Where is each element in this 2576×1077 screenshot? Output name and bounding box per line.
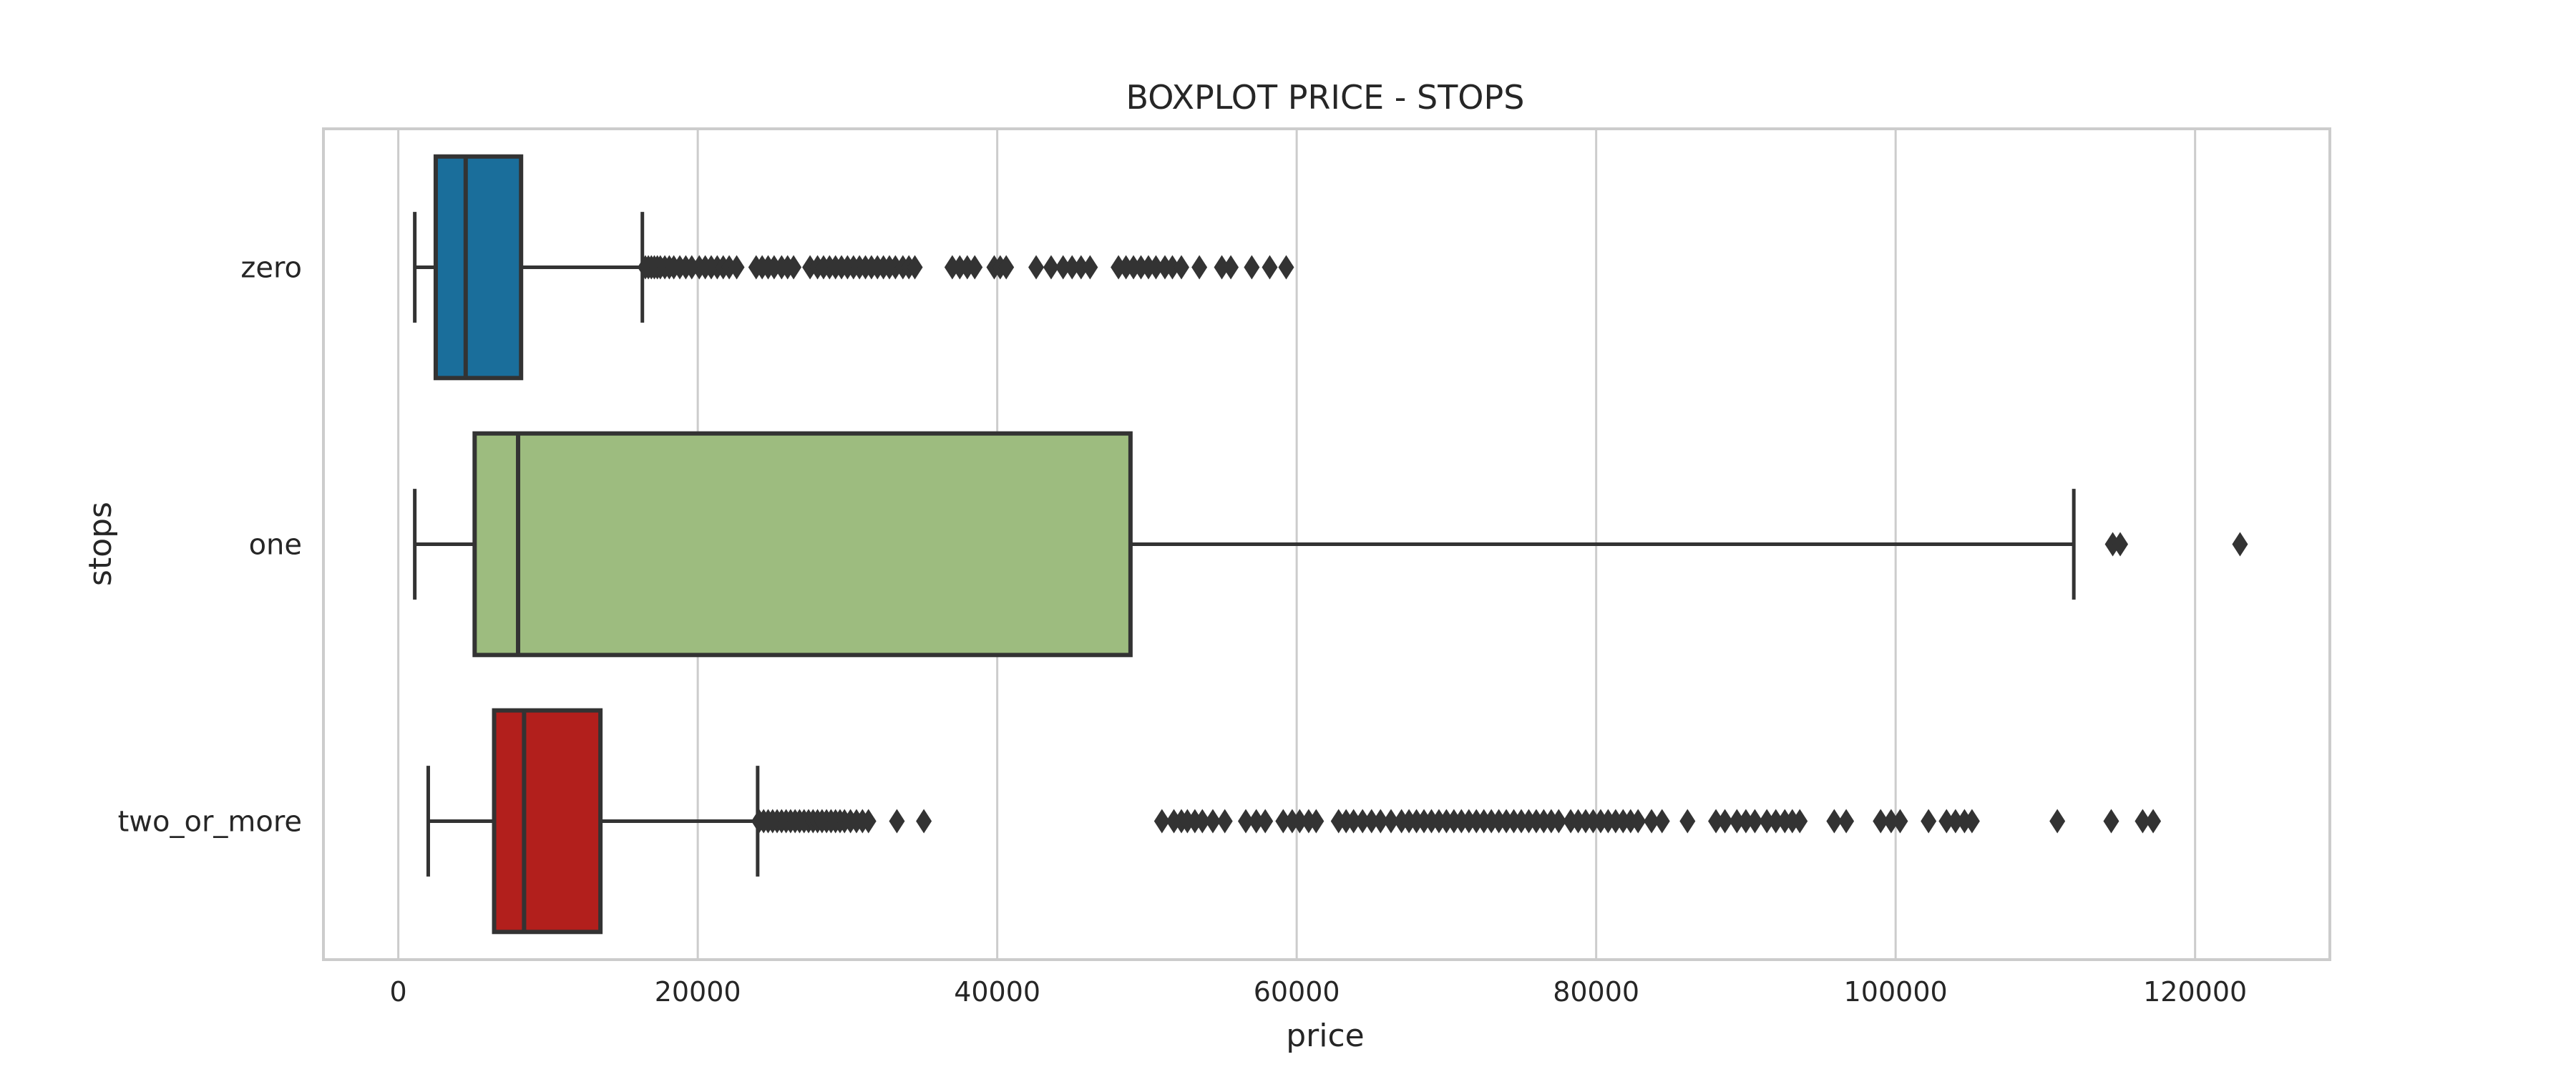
outlier-point (967, 255, 983, 280)
outlier-point (2145, 809, 2162, 834)
outlier-point (1204, 809, 1221, 834)
outlier-point (1767, 809, 1784, 834)
outlier-point (1654, 809, 1670, 834)
outlier-point (1883, 809, 1899, 834)
outlier-point (1082, 255, 1098, 280)
outlier-point (1630, 809, 1646, 834)
outlier-point (1164, 255, 1181, 280)
outlier-point (1792, 809, 1808, 834)
outlier-point (1248, 809, 1264, 834)
box-group-zero (413, 154, 1294, 381)
outlier-point (1921, 809, 1937, 834)
x-axis-label: price (1286, 1018, 1365, 1054)
outlier-point (1238, 809, 1254, 834)
outlier-point (1355, 809, 1371, 834)
y-tick-label-two-or-more: two_or_more (118, 806, 302, 839)
outlier-point (2103, 809, 2119, 834)
box-body (492, 708, 603, 935)
box-series (413, 154, 2248, 935)
box-body (433, 154, 524, 381)
outlier-point (1679, 809, 1696, 834)
outlier-point (1644, 809, 1660, 834)
outlier-point (1729, 809, 1745, 834)
x-tick-label: 60000 (1254, 976, 1340, 1008)
outlier-point (1737, 809, 1754, 834)
outlier-point (1747, 809, 1763, 834)
outlier-point (1073, 255, 1089, 280)
plot-frame (322, 127, 2331, 961)
y-tick-label-one: one (249, 529, 302, 562)
outlier-point (2112, 532, 2129, 557)
y-axis-label: stops (82, 502, 119, 586)
outlier-point (889, 809, 905, 834)
x-tick-label: 40000 (954, 976, 1040, 1008)
outlier-point (1382, 809, 1399, 834)
outlier-point (1892, 809, 1908, 834)
outlier-point (1028, 255, 1045, 280)
x-tick-label: 100000 (1844, 976, 1948, 1008)
outlier-point (1345, 809, 1362, 834)
outlier-point (2232, 532, 2248, 557)
outlier-point (1214, 255, 1230, 280)
outlier-point (1244, 255, 1260, 280)
outlier-point (1278, 255, 1294, 280)
outlier-point (1708, 809, 1724, 834)
outlier-point (2135, 809, 2151, 834)
outlier-point (1043, 255, 1059, 280)
outlier-point (1308, 809, 1324, 834)
box-group-two-or-more (426, 708, 2162, 935)
outlier-point (1363, 809, 1380, 834)
x-tick-label: 80000 (1553, 976, 1639, 1008)
outlier-point (1838, 809, 1855, 834)
outlier-point (786, 255, 802, 280)
box-body (472, 431, 1133, 658)
outlier-point (1194, 809, 1211, 834)
x-tick-label: 0 (390, 976, 407, 1008)
outlier-point (1064, 255, 1080, 280)
y-tick-label-zero: zero (240, 252, 302, 285)
outlier-point (1551, 809, 1567, 834)
outlier-point (1191, 255, 1208, 280)
outlier-point (1262, 255, 1278, 280)
box-group-one (413, 431, 2248, 658)
outlier-point (1717, 809, 1733, 834)
outlier-point (1174, 255, 1190, 280)
outlier-point (1938, 809, 1955, 834)
outlier-point (1275, 809, 1292, 834)
outlier-point (1153, 809, 1170, 834)
outlier-point (1372, 809, 1389, 834)
outlier-point (1148, 255, 1164, 280)
outlier-point (1947, 809, 1963, 834)
outlier-point (2049, 809, 2066, 834)
x-tick-label: 20000 (655, 976, 741, 1008)
outlier-point (1216, 809, 1233, 834)
chart-title: BOXPLOT PRICE - STOPS (1126, 78, 1525, 117)
outlier-point (916, 809, 932, 834)
outlier-point (860, 809, 877, 834)
outlier-point (1963, 809, 1980, 834)
outlier-point (1759, 809, 1775, 834)
x-axis-ticks: 0 20000 40000 60000 80000 100000 120000 (390, 976, 2248, 1008)
x-tick-label: 120000 (2143, 976, 2247, 1008)
outlier-point (1873, 809, 1889, 834)
outlier-point (1292, 809, 1308, 834)
outlier-point (1055, 255, 1071, 280)
outlier-point (1826, 809, 1843, 834)
y-axis-ticks: zero one two_or_more (118, 252, 302, 839)
outlier-point (1257, 809, 1274, 834)
outlier-point (1223, 255, 1239, 280)
outlier-point (907, 255, 923, 280)
outlier-point (998, 255, 1015, 280)
outlier-point (728, 255, 745, 280)
